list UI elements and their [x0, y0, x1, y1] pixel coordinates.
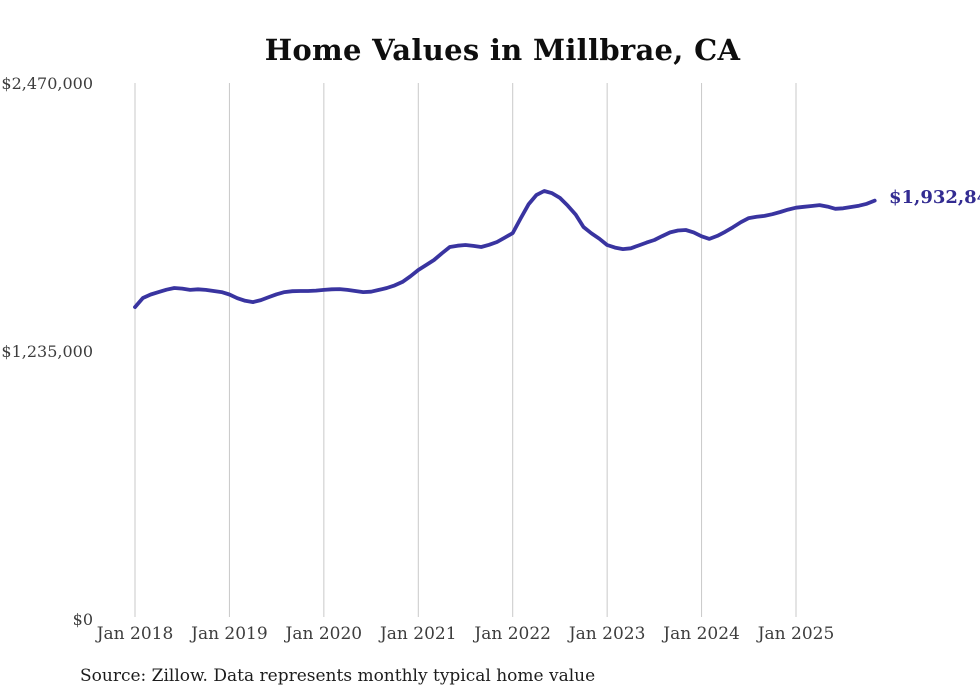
latest-value-label: $1,932,848 — [889, 186, 980, 208]
x-axis-tick-jan-2024: Jan 2024 — [663, 624, 740, 644]
x-axis-tick-jan-2023: Jan 2023 — [568, 624, 646, 644]
x-axis-tick-jan-2020: Jan 2020 — [285, 624, 363, 644]
chart-title: Home Values in Millbrae, CA — [264, 33, 741, 67]
home-value-line — [133, 189, 877, 310]
source-note: Source: Zillow. Data represents monthly … — [80, 666, 596, 686]
x-axis-tick-jan-2025: Jan 2025 — [757, 624, 835, 644]
x-axis-tick-jan-2019: Jan 2019 — [191, 624, 268, 644]
x-axis-tick-jan-2021: Jan 2021 — [379, 624, 457, 644]
y-axis-tick-0: $0 — [72, 610, 93, 629]
x-axis-tick-jan-2022: Jan 2022 — [474, 624, 551, 644]
x-axis-tick-jan-2018: Jan 2018 — [96, 624, 174, 644]
y-axis-tick-2470000: $2,470,000 — [1, 74, 93, 93]
y-axis-tick-1235000: $1,235,000 — [1, 342, 93, 361]
